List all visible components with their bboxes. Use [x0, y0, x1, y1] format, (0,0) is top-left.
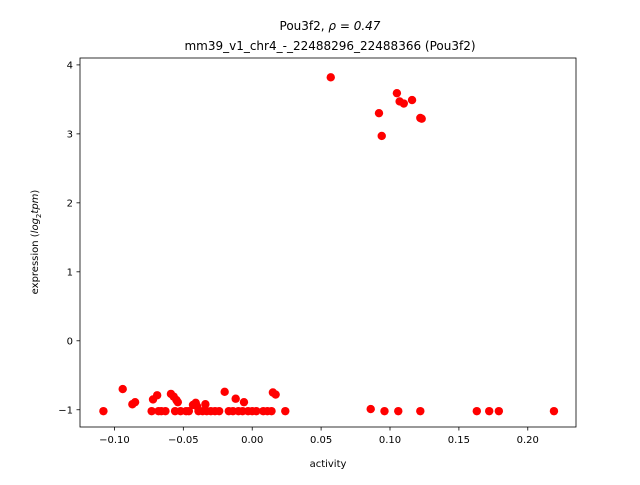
data-point [407, 95, 417, 105]
data-point [99, 406, 108, 416]
data-point [485, 406, 494, 416]
data-point [214, 406, 224, 416]
chart-title-rho: ρ = 0.47 [328, 19, 380, 33]
x-tick-label: 0.15 [448, 435, 470, 446]
data-point [549, 406, 559, 416]
data-point [147, 406, 156, 416]
x-axis-ticks: −0.10 −0.05 0.00 0.05 0.10 0.15 0.20 [99, 427, 539, 446]
data-point [392, 88, 402, 98]
data-point [326, 73, 335, 82]
data-point [239, 397, 249, 407]
x-axis-label: activity [310, 459, 347, 470]
data-point [130, 397, 140, 407]
y-axis-label-log: log [30, 218, 41, 233]
data-point [220, 387, 229, 397]
data-point [494, 406, 504, 416]
x-tick-label: 0.20 [517, 435, 539, 446]
data-point [366, 404, 375, 414]
y-axis-label: expression (log2tpm) [30, 190, 43, 295]
data-points [99, 73, 559, 416]
x-tick-label: 0.00 [241, 435, 263, 446]
y-tick-label: 3 [67, 129, 73, 140]
y-tick-label: 4 [67, 60, 73, 71]
data-point [281, 406, 290, 416]
data-point [118, 384, 127, 394]
data-point [267, 406, 276, 416]
y-tick-label: 2 [67, 198, 73, 209]
data-point [374, 108, 384, 118]
data-point [184, 406, 194, 416]
data-point [472, 406, 481, 416]
chart-title-line1: Pou3f2, ρ = 0.47 [280, 19, 381, 33]
chart-title-prefix: Pou3f2, [280, 19, 329, 33]
y-tick-label: −1 [58, 405, 73, 416]
data-point [377, 131, 386, 141]
x-tick-label: −0.05 [168, 435, 199, 446]
data-point [152, 391, 162, 400]
y-axis-ticks: −1 0 1 2 3 4 [58, 60, 80, 416]
data-point [161, 406, 170, 416]
data-point [173, 397, 183, 407]
data-point [380, 406, 389, 416]
data-point [201, 400, 210, 409]
y-axis-label-subscript: 2 [35, 214, 43, 218]
x-tick-label: 0.10 [379, 435, 401, 446]
data-point [416, 406, 425, 416]
plot-frame [79, 57, 577, 428]
data-point [271, 390, 280, 399]
y-axis-label-prefix: expression ( [30, 233, 41, 294]
y-tick-label: 1 [67, 267, 73, 278]
data-point [394, 406, 403, 416]
data-point [252, 406, 261, 416]
y-axis-label-tpm: tpm [30, 193, 41, 213]
x-tick-label: 0.05 [310, 435, 332, 446]
y-axis-label-suffix: ) [30, 190, 41, 194]
y-tick-label: 0 [67, 336, 73, 347]
data-point [417, 114, 426, 123]
chart-title-line2: mm39_v1_chr4_-_22488296_22488366 (Pou3f2… [184, 39, 475, 53]
data-point [399, 99, 408, 108]
x-tick-label: −0.10 [99, 435, 130, 446]
data-point [231, 394, 240, 403]
